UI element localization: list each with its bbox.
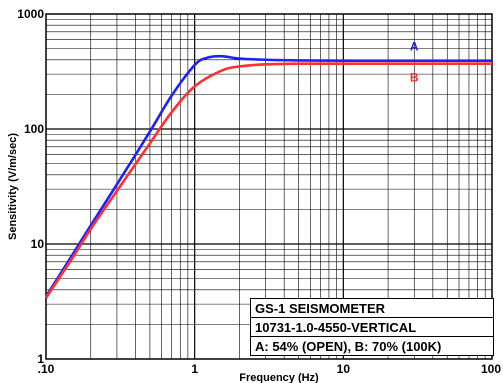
x-tick-label: 1 <box>191 362 198 376</box>
series-b-line <box>44 62 492 299</box>
annotation-line-model: 10731-1.0-4550-VERTICAL <box>251 318 493 337</box>
annotation-box: GS-1 SEISMOMETER 10731-1.0-4550-VERTICAL… <box>250 298 494 356</box>
annotation-line-damping: A: 54% (OPEN), B: 70% (100K) <box>255 339 442 354</box>
x-tick-label: .10 <box>38 362 55 376</box>
y-axis-title: Sensitivity (V/m/sec) <box>7 133 19 240</box>
x-tick-label: 100 <box>481 362 501 376</box>
plot-frame <box>45 13 493 360</box>
series-b-label: B <box>410 71 419 85</box>
y-tick-label: 100 <box>24 122 44 136</box>
x-tick-label: 10 <box>337 362 351 376</box>
y-tick-label: 1 <box>37 352 44 366</box>
y-tick-label: 1000 <box>17 7 44 21</box>
series-a-line <box>44 54 492 298</box>
series-group <box>44 54 492 299</box>
y-tick-label: 10 <box>31 237 45 251</box>
series-a-label: A <box>410 40 419 54</box>
annotation-line-title: GS-1 SEISMOMETER <box>251 299 493 318</box>
x-axis-title: Frequency (Hz) <box>239 372 319 383</box>
